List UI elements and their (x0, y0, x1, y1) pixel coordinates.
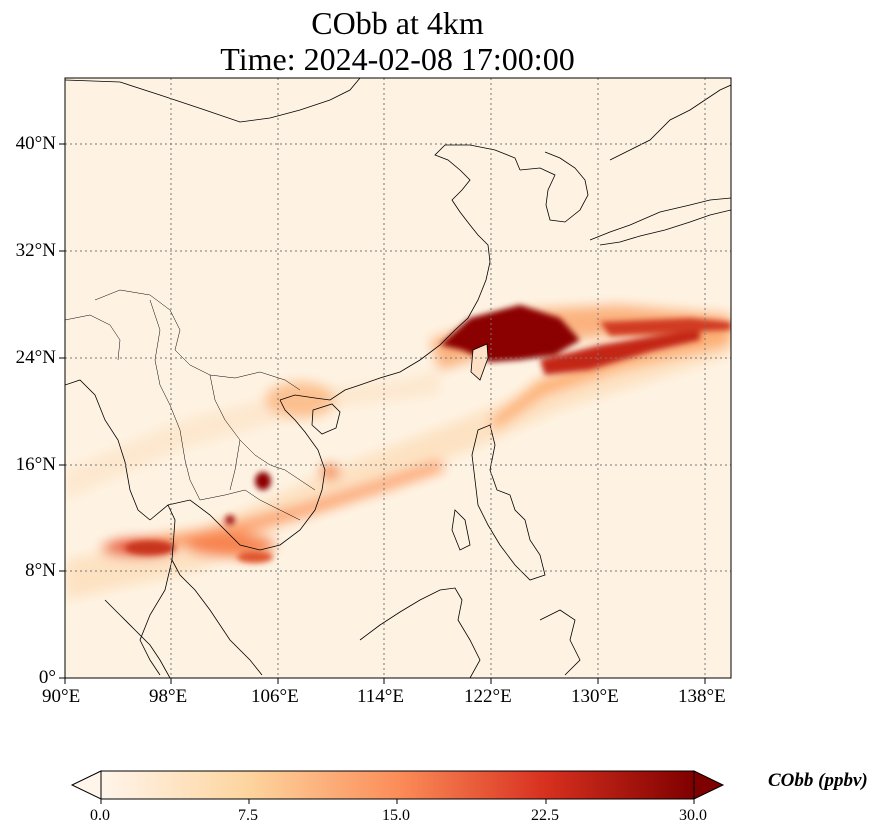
lon-tick-label: 90°E (42, 686, 81, 707)
map-frame (64, 77, 732, 679)
lat-tick-label: 40°N (15, 133, 56, 154)
lon-tick-label: 106°E (251, 686, 299, 707)
lat-tick-label: 16°N (15, 454, 56, 475)
colorbar-max-extend (693, 770, 725, 800)
colorbar (70, 770, 725, 804)
colorbar-tick-label: 30.0 (679, 807, 707, 824)
colorbar-label: CObb (ppbv) (768, 770, 868, 791)
lat-tick-label: 8°N (25, 560, 56, 581)
cobb-hotspots (125, 305, 731, 563)
lon-tick-label: 98°E (149, 686, 188, 707)
lon-tick-label: 138°E (678, 686, 726, 707)
coastlines (65, 78, 731, 678)
map-time: Time: 2024-02-08 17:00:00 (220, 41, 575, 77)
colorbar-tick-label: 15.0 (382, 807, 410, 824)
colorbar-tick-label: 7.5 (238, 807, 258, 824)
country-borders (65, 289, 316, 521)
lat-tick-label: 24°N (15, 347, 56, 368)
taiwan-outline (470, 343, 489, 381)
lat-tick-label: 0° (38, 667, 56, 688)
lat-tick-label: 32°N (15, 240, 56, 261)
lon-tick-label: 130°E (571, 686, 619, 707)
colorbar-tick-label: 22.5 (531, 807, 559, 824)
lon-tick-label: 122°E (464, 686, 512, 707)
colorbar-gradient (101, 771, 694, 799)
map-title: CObb at 4km (311, 5, 484, 41)
gridlines (65, 78, 731, 678)
map-panel (65, 78, 731, 678)
lon-tick-label: 114°E (357, 686, 404, 707)
colorbar-tick-label: 0.0 (90, 807, 110, 824)
axis-ticks (59, 143, 706, 684)
colorbar-min-extend (70, 770, 102, 800)
